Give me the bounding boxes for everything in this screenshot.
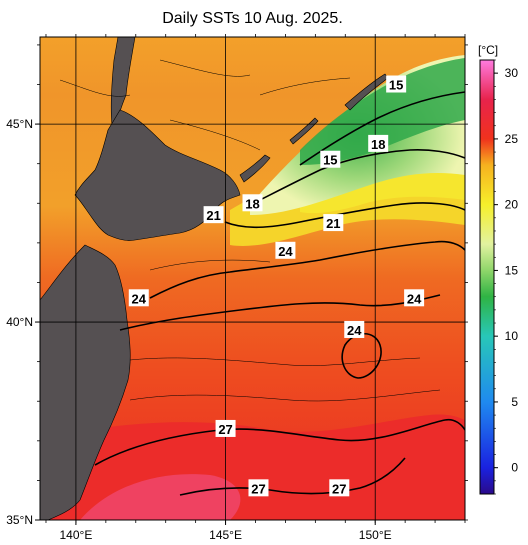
contour-label: 24 xyxy=(128,289,149,307)
contour-label: 27 xyxy=(329,479,350,497)
contour-label-box xyxy=(386,75,407,93)
lon-tick-label: 140°E xyxy=(60,528,93,542)
lon-tick-label: 150°E xyxy=(359,528,392,542)
land-kuril-2 xyxy=(289,117,319,145)
contour-label-box xyxy=(344,320,365,338)
contour-label: 15 xyxy=(386,75,407,93)
contour-label: 24 xyxy=(344,320,365,338)
contour-15 xyxy=(299,91,465,166)
colorbar-tick-label: 5 xyxy=(511,395,518,409)
contour-24-north xyxy=(149,240,465,299)
colorbar-tick-label: 0 xyxy=(511,461,518,475)
contour-label-box xyxy=(248,479,269,497)
contour-label: 18 xyxy=(242,194,263,212)
contour-label-text: 24 xyxy=(407,291,422,306)
land xyxy=(40,37,389,520)
colorbar-tick-label: 25 xyxy=(505,132,519,146)
contour-18 xyxy=(247,149,465,207)
land-hokkaido xyxy=(74,109,241,241)
contour-label: 21 xyxy=(323,214,344,232)
map-field xyxy=(40,37,465,520)
colorbar-unit: [°C] xyxy=(478,43,498,57)
map-title: Daily SSTs 10 Aug. 2025. xyxy=(162,10,343,27)
colorbar-ticks: 30 25 20 15 10 5 0 xyxy=(494,59,519,495)
lat-tick-label: 45°N xyxy=(6,117,33,131)
contour-label-box xyxy=(275,241,296,259)
contour-label-text: 27 xyxy=(251,481,265,496)
contour-label-box xyxy=(128,289,149,307)
contour-labels: 15 18 15 18 21 21 24 24 24 24 27 27 27 xyxy=(128,75,425,497)
contour-label-text: 27 xyxy=(218,422,232,437)
lon-tick-label: 145°E xyxy=(209,528,242,542)
contour-label-box xyxy=(203,206,224,224)
colorbar-tick-label: 20 xyxy=(505,198,519,212)
contour-24-mid xyxy=(119,294,441,331)
contour-label: 21 xyxy=(203,206,224,224)
contour-label-text: 24 xyxy=(347,323,362,338)
yellow-north xyxy=(300,162,465,214)
lat-tick-label: 35°N xyxy=(6,513,33,527)
colorbar: [°C] 30 25 20 15 10 5 0 xyxy=(478,43,519,495)
contour-label-text: 18 xyxy=(245,196,259,211)
contour-label-box xyxy=(323,214,344,232)
contour-label-text: 18 xyxy=(371,137,385,152)
colorbar-bar xyxy=(479,59,495,495)
contour-label: 18 xyxy=(368,134,389,152)
colorbar-tick-label: 30 xyxy=(505,66,519,80)
contour-label: 27 xyxy=(215,419,236,437)
contour-27-north xyxy=(94,418,465,466)
contour-label: 24 xyxy=(404,289,425,307)
contour-lines xyxy=(59,59,465,496)
land-kuril-1 xyxy=(239,154,271,183)
colorbar-tick-label: 10 xyxy=(505,329,519,343)
contour-label-box xyxy=(215,419,236,437)
contour-label-box xyxy=(404,289,425,307)
colorbar-tick-label: 15 xyxy=(505,263,519,277)
contour-label: 24 xyxy=(275,241,296,259)
land-honshu xyxy=(40,244,131,520)
contour-label-box xyxy=(242,194,263,212)
contour-label-text: 21 xyxy=(326,216,340,231)
contour-label-text: 15 xyxy=(389,78,403,93)
contour-21 xyxy=(224,202,465,229)
tick-labels: 140°E 145°E 150°E 45°N 40°N 35°N xyxy=(6,34,468,542)
contour-label-box xyxy=(368,134,389,152)
contour-label-box xyxy=(320,150,341,168)
contour-24-eddy xyxy=(341,332,382,379)
contour-label: 27 xyxy=(248,479,269,497)
contour-label-text: 27 xyxy=(332,481,346,496)
lat-tick-label: 40°N xyxy=(6,315,33,329)
contour-label-text: 21 xyxy=(206,208,220,223)
contour-label-box xyxy=(329,479,350,497)
contour-label-text: 24 xyxy=(132,291,147,306)
map-frame xyxy=(39,36,466,521)
thin-contours xyxy=(59,59,441,402)
contour-label: 15 xyxy=(320,150,341,168)
hot-spot xyxy=(80,474,241,520)
contour-label-text: 24 xyxy=(278,244,293,259)
contour-label-text: 15 xyxy=(323,153,337,168)
contour-27-south xyxy=(179,457,406,496)
